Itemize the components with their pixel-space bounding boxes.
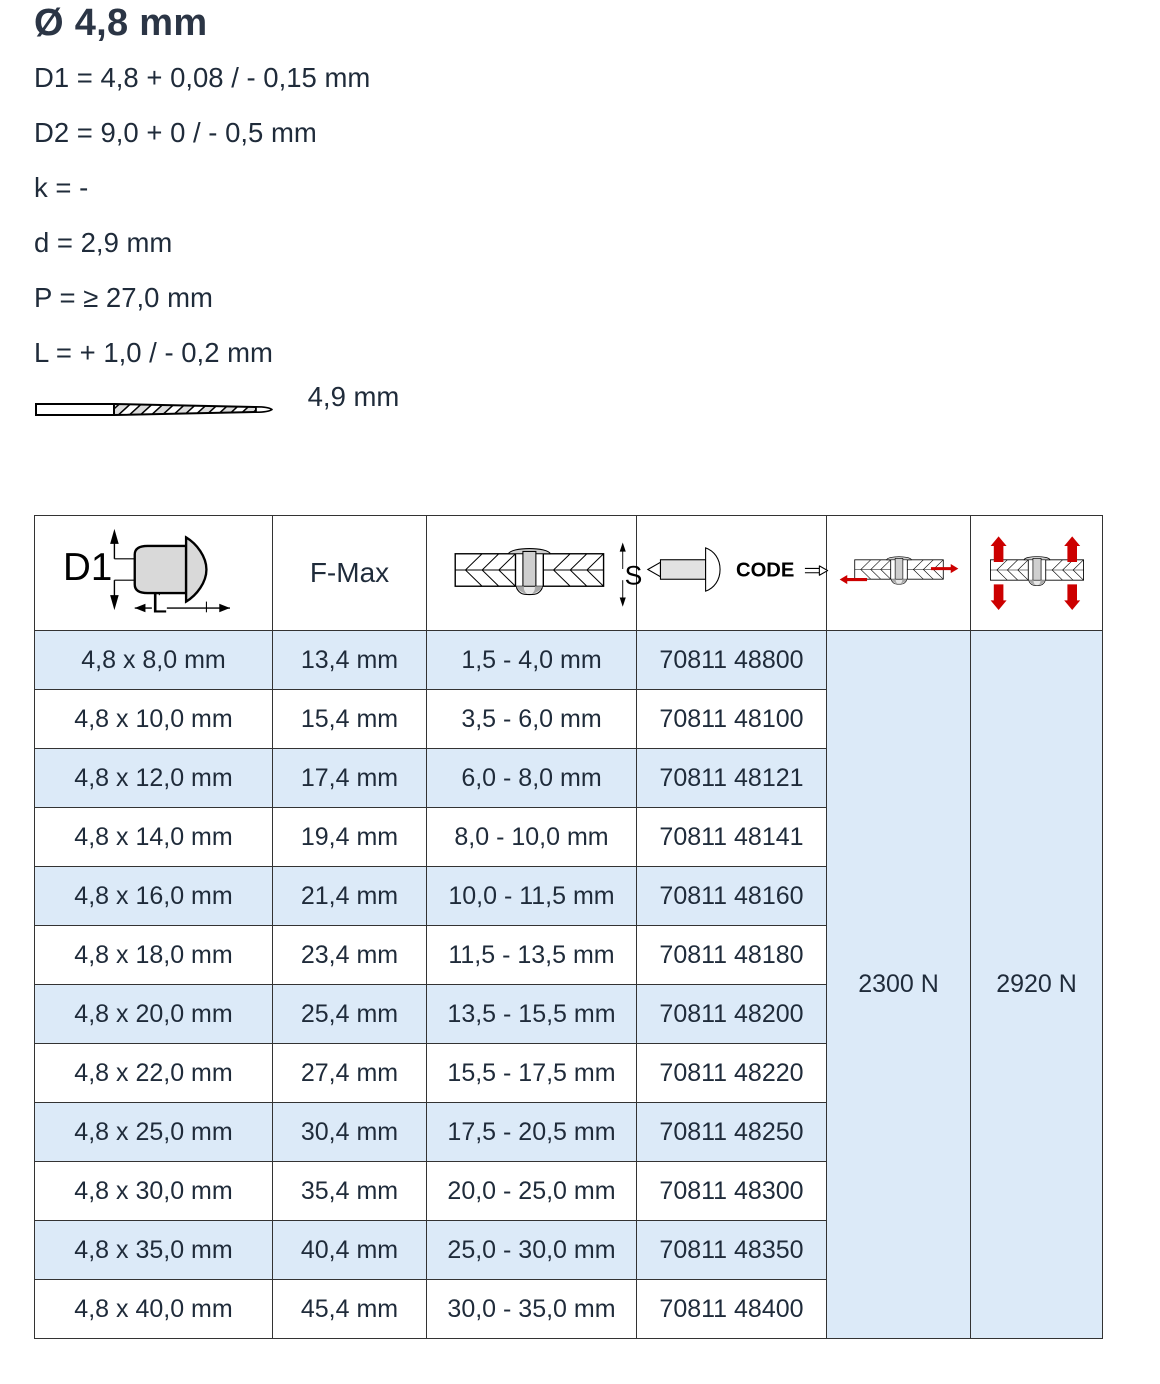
svg-text:D1: D1 (63, 546, 112, 589)
svg-text:L: L (151, 587, 166, 618)
svg-text:CODE: CODE (736, 560, 794, 582)
